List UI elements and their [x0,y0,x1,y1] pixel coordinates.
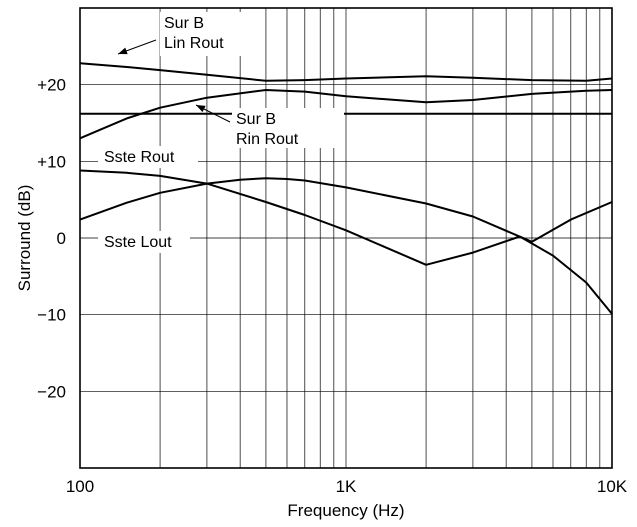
label-mask [98,231,190,253]
x-axis-title: Frequency (Hz) [287,501,404,520]
grid [80,8,612,468]
series-annotation-label: Sste Rout [104,149,175,166]
y-axis-title: Surround (dB) [15,185,34,292]
arrow-head [196,105,206,113]
series-annotation-label: Rin Rout [236,131,299,148]
x-tick-label: 100 [66,477,94,496]
series-line-0 [79,62,613,82]
y-tick-label: −20 [37,382,66,401]
x-tick-label: 1K [336,477,357,496]
arrow-head [118,47,128,55]
series-line-1 [79,89,613,140]
series-line-4 [79,177,613,243]
label-mask [98,146,198,168]
tick-labels: 100 1K 10K +20 +10 0 −10 −20 [37,76,628,496]
x-tick-label: 10K [597,477,628,496]
y-tick-label: +20 [37,76,66,95]
series-annotation-label: Sste Lout [104,234,172,251]
label-mask [160,12,242,56]
series-annotation-label: Lin Rout [164,35,224,52]
y-tick-label: −10 [37,306,66,325]
annotations: Sur B Lin Rout Sur B Rin Rout Sste Rout Sste … [98,12,344,253]
y-tick-label: +10 [37,152,66,171]
series-annotation-label: Sur B [164,15,204,32]
y-tick-label: 0 [57,229,66,248]
series-annotation-label: Sur B [236,111,276,128]
plot-frame [79,7,613,469]
series-line-3 [79,169,613,315]
series-lines [79,62,613,315]
label-mask [232,108,344,148]
